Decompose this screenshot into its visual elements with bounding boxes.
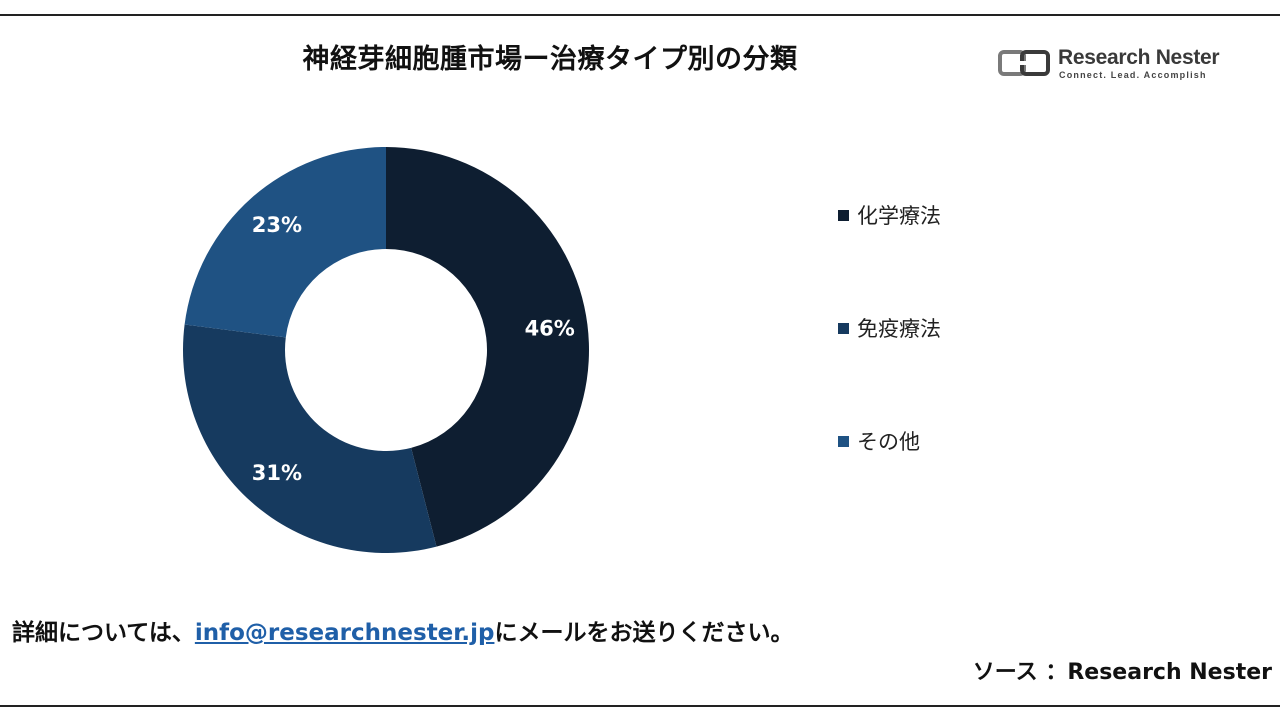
legend-item: 化学療法: [838, 200, 941, 230]
donut-slice: [386, 147, 589, 547]
bottom-rule: [0, 705, 1280, 707]
legend-swatch: [838, 209, 849, 221]
slice-data-label: 46%: [525, 316, 575, 340]
logo-tagline: Connect. Lead. Accomplish: [1059, 70, 1207, 80]
logo-name: Research Nester: [1058, 46, 1220, 69]
slice-data-label: 31%: [252, 461, 302, 485]
contact-prefix: 詳細については、: [12, 620, 195, 646]
legend-label: その他: [857, 430, 920, 454]
legend-item: その他: [838, 426, 920, 456]
donut-chart: 46% 31% 23%: [182, 147, 589, 553]
contact-suffix: にメールをお送りください。: [494, 620, 794, 646]
legend-swatch: [838, 435, 849, 447]
chart-title: 神経芽細胞腫市場ー治療タイプ別の分類: [302, 44, 798, 75]
legend-label: 化学療法: [857, 204, 941, 228]
legend-swatch: [838, 322, 849, 334]
slice-data-label: 23%: [252, 213, 302, 237]
contact-note: 詳細については、info@researchnester.jpにメールをお送りくだ…: [12, 613, 793, 647]
legend-label: 免疫療法: [857, 317, 941, 341]
source-credit: ソース ：Research Nester: [972, 660, 1272, 685]
legend-item: 免疫療法: [838, 313, 941, 343]
top-rule: [0, 14, 1280, 16]
donut-slice: [184, 147, 386, 338]
contact-email-link[interactable]: info@researchnester.jp: [194, 620, 495, 646]
research-nester-logo: Research Nester Connect. Lead. Accomplis…: [998, 46, 1238, 86]
donut-slice: [182, 324, 437, 553]
logo-mark-icon: [998, 50, 1050, 76]
